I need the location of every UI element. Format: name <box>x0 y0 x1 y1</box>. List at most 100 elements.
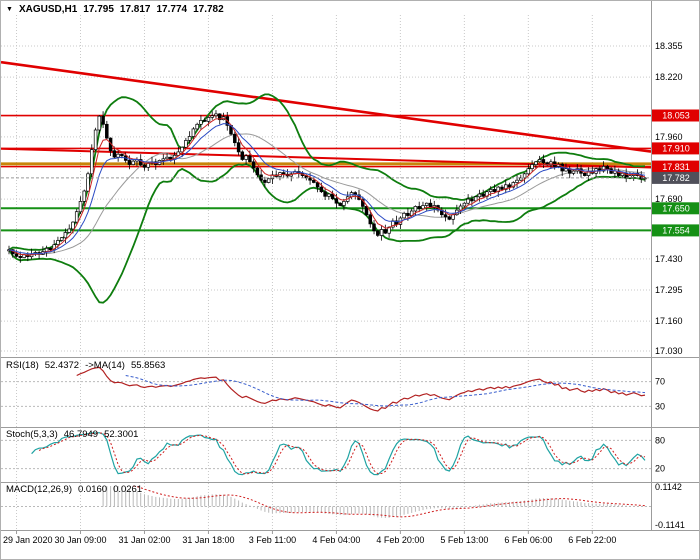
candle-body <box>417 206 421 210</box>
candle-body <box>504 184 508 190</box>
candle-body <box>217 113 222 121</box>
price-badge-current-label: 17.782 <box>662 173 690 183</box>
trend-line-1 <box>1 60 652 153</box>
candle-body <box>281 172 286 175</box>
macd-signal-value: 0.0261 <box>113 484 143 495</box>
candle-body <box>165 156 169 160</box>
candle-body <box>56 240 60 245</box>
candle-body <box>507 184 512 188</box>
candle-body <box>187 136 192 141</box>
rsi-level-label: 70 <box>655 377 665 387</box>
candle-body <box>112 150 117 158</box>
candle-body <box>86 173 90 192</box>
rsi-value: 52.4372 <box>44 360 80 371</box>
candle-body <box>74 211 79 223</box>
candle-body <box>202 120 207 122</box>
rsi-label: RSI(18) <box>6 360 39 371</box>
rsi-line <box>76 366 646 412</box>
macd-histogram <box>102 486 646 518</box>
candle-body <box>14 253 19 257</box>
candle-body <box>90 149 94 175</box>
time-axis-label: 30 Jan 09:00 <box>54 535 106 545</box>
candle-body <box>214 113 218 117</box>
time-axis-label: 6 Feb 22:00 <box>568 535 616 545</box>
stoch-value: 46.7949 <box>63 429 99 440</box>
candle-body <box>319 186 324 193</box>
candle-body <box>127 160 132 165</box>
rsi-ma-label: ->MA(14) <box>85 360 125 371</box>
candle-body <box>466 198 470 204</box>
candle-body <box>308 177 312 181</box>
candle-body <box>334 198 339 204</box>
stoch-level-label: 80 <box>655 435 665 445</box>
macd-axis-max-label: 0.1142 <box>655 482 682 492</box>
price-badge-current <box>652 171 699 184</box>
bollinger-middle-line <box>8 133 646 256</box>
candle-body <box>206 117 211 122</box>
candle-body <box>131 160 135 165</box>
candle-body <box>564 168 568 172</box>
candle-body <box>500 186 504 190</box>
candle-body <box>323 191 327 197</box>
candle-body <box>236 142 241 153</box>
rsi-ma-line <box>125 375 646 407</box>
candle-body <box>492 189 497 193</box>
candle-body <box>443 214 448 218</box>
candle-body <box>424 202 429 206</box>
candle-body <box>120 153 124 157</box>
candle-body <box>537 159 542 163</box>
candle-body <box>48 247 53 251</box>
candle-body <box>522 173 527 179</box>
candle-body <box>470 198 474 202</box>
candle-body <box>519 177 523 181</box>
ohlc-close: 17.782 <box>193 4 224 15</box>
candle-body <box>406 212 410 216</box>
ema-slow-line <box>8 123 646 255</box>
macd-signal-line <box>133 485 646 518</box>
macd-panel-header: MACD(12,26,9) 0.0160 0.0261 <box>6 484 142 495</box>
time-axis-label: 29 Jan 2020 <box>3 535 53 545</box>
price-badge-support-label: 17.554 <box>662 226 690 236</box>
candle-body <box>458 205 463 211</box>
candle-body <box>97 115 102 131</box>
price-badge-support <box>652 224 699 237</box>
stoch-level-label: 20 <box>655 464 665 474</box>
candle-body <box>376 230 380 236</box>
candle-body <box>402 212 406 219</box>
candle-body <box>71 221 75 230</box>
candle-body <box>481 193 485 197</box>
candle-body <box>387 226 391 234</box>
rsi-level-label: 30 <box>655 401 665 411</box>
candle-body <box>210 115 214 118</box>
candle-body <box>338 202 342 206</box>
candle-body <box>530 164 534 169</box>
chart-dropdown-icon[interactable]: ▼ <box>6 6 13 13</box>
candle-body <box>368 214 373 225</box>
candle-body <box>364 206 369 216</box>
candle-body <box>78 201 83 213</box>
candle-body <box>601 166 606 172</box>
candle-body <box>620 172 625 176</box>
candle-body <box>413 206 418 212</box>
candle-body <box>451 214 455 220</box>
candle-body <box>63 232 68 239</box>
candle-body <box>379 229 384 236</box>
candle-body <box>240 151 245 160</box>
candle-body <box>161 158 166 161</box>
ema-fast-line <box>8 117 646 256</box>
price-badge-resistance <box>652 109 699 122</box>
rsi-panel-header: RSI(18) 52.4372 ->MA(14) 55.8563 <box>6 360 165 371</box>
candle-body <box>82 190 87 202</box>
candle-body <box>477 193 482 198</box>
candle-body <box>191 128 196 137</box>
candle-body <box>142 164 147 168</box>
grid-layer <box>1 15 651 530</box>
chart-header: ▼ XAGUSD,H1 17.795 17.817 17.774 17.782 <box>6 4 224 15</box>
price-badge-resistance <box>652 160 699 173</box>
candle-body <box>184 140 188 148</box>
price-axis-label: 17.030 <box>655 346 683 356</box>
rsi-ma-value: 55.8563 <box>130 360 166 371</box>
candle-body <box>22 254 26 258</box>
